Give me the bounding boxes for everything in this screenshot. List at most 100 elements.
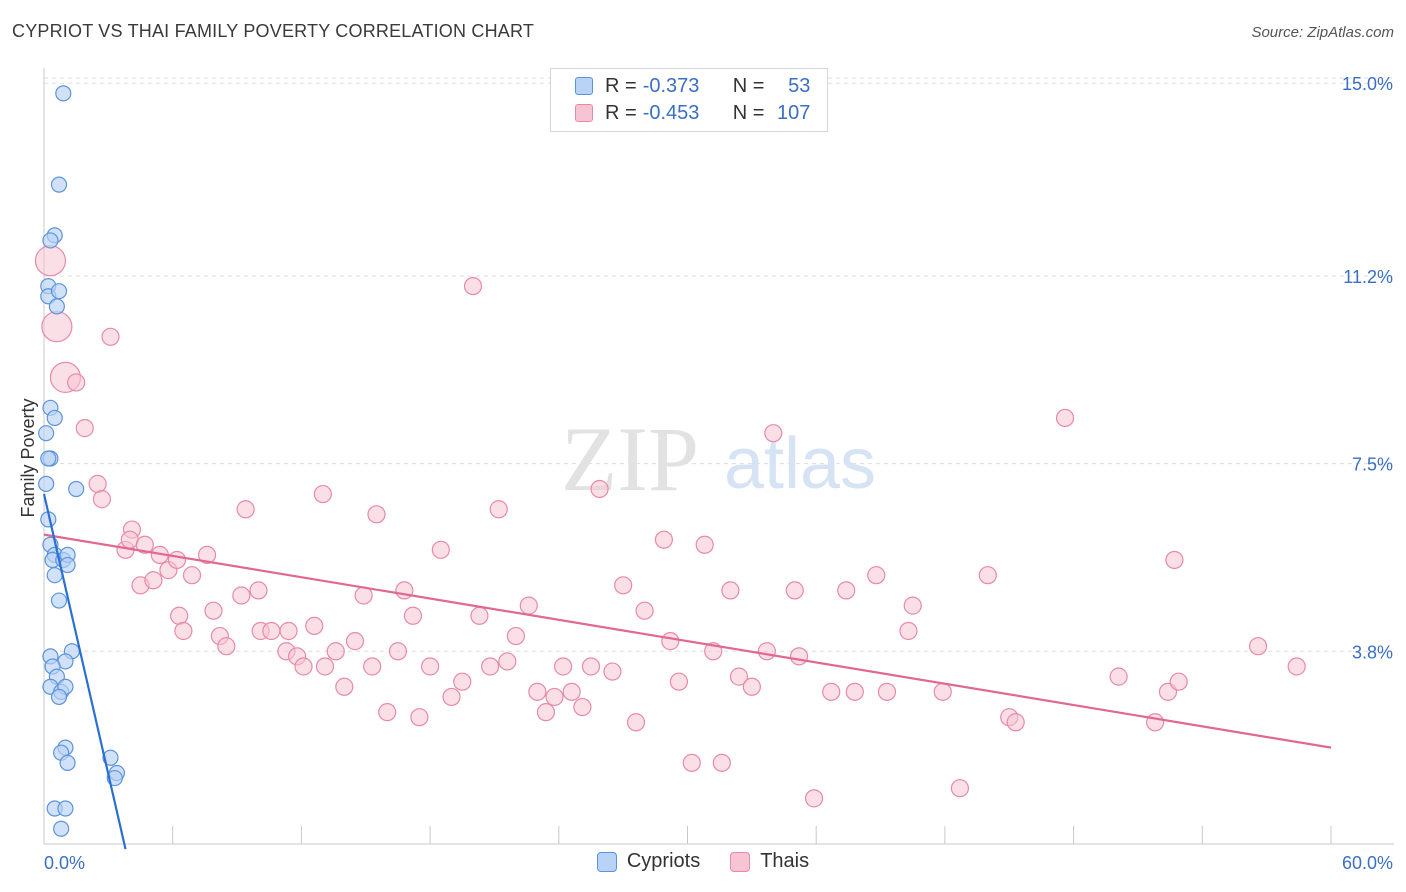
source-label: Source: ZipAtlas.com <box>1251 24 1394 41</box>
thai-point <box>545 687 564 707</box>
thai-point <box>614 576 633 595</box>
thai-point <box>313 484 332 504</box>
thai-point <box>804 789 824 808</box>
thai-point <box>1109 667 1128 686</box>
thai-point <box>421 657 440 676</box>
thai-point <box>553 657 573 676</box>
correlation-legend: R = -0.373 N = 53 R = -0.453 N = 107 <box>550 68 828 132</box>
series-legend: Cypriots Thais <box>0 850 1406 873</box>
thai-point <box>877 682 897 701</box>
gridlines <box>44 77 1394 652</box>
thai-point <box>528 682 547 701</box>
y-tick-label: 3.8% <box>1352 642 1393 662</box>
cypriot-point <box>38 475 55 492</box>
thai-point <box>388 642 408 661</box>
thais-swatch <box>575 104 593 122</box>
thai-point <box>1055 408 1075 428</box>
thai-point <box>590 479 609 499</box>
thai-point <box>1146 713 1165 732</box>
y-tick-label: 11.2% <box>1343 267 1393 287</box>
thai-point <box>236 500 255 519</box>
thai-point <box>903 596 922 615</box>
cypriot-point <box>55 85 72 102</box>
cypriot-point <box>57 800 74 817</box>
thai-point <box>167 550 187 570</box>
thai-point <box>1169 672 1188 691</box>
thai-point <box>742 677 761 696</box>
thai-point <box>262 621 281 641</box>
thai-point <box>326 642 345 661</box>
thai-point <box>562 682 581 701</box>
y-tick-label: 15.0% <box>1342 74 1393 94</box>
thai-point <box>453 672 472 691</box>
legend-item-thais[interactable]: Thais <box>730 850 809 873</box>
thai-point <box>1006 713 1025 732</box>
thai-point <box>279 621 298 641</box>
thai-point <box>75 419 94 438</box>
n-label: N = <box>732 101 765 124</box>
thai-point <box>573 697 592 717</box>
thai-point <box>144 571 163 590</box>
cypriot-point <box>59 754 76 771</box>
thai-point <box>867 566 886 585</box>
thai-point <box>217 637 236 656</box>
thai-point <box>729 667 749 686</box>
thai-point <box>345 632 365 651</box>
cypriot-point <box>53 820 70 837</box>
cypriots-trend-line <box>42 493 127 850</box>
thai-point <box>315 657 335 676</box>
thai-point <box>481 657 500 676</box>
cypriot-point <box>48 298 65 315</box>
legend-item-cypriots[interactable]: Cypriots <box>596 850 701 873</box>
thai-point <box>933 682 952 701</box>
thai-point <box>785 581 804 600</box>
thai-point <box>367 505 386 524</box>
thai-point <box>536 703 556 722</box>
thai-point <box>899 621 918 641</box>
legend-label-thais: Thais <box>760 850 810 872</box>
thai-point <box>88 474 107 493</box>
thai-point <box>170 606 189 625</box>
thai-point <box>232 586 251 605</box>
n-value: 53 <box>788 74 811 97</box>
y-axis-title: Family Poverty <box>18 398 38 517</box>
thai-point <box>403 606 423 625</box>
thai-point <box>335 677 354 696</box>
cypriot-point <box>38 425 55 442</box>
y-tick-label: 7.5% <box>1352 455 1393 475</box>
thai-point <box>204 601 223 620</box>
thai-point <box>581 657 601 676</box>
cypriot-point <box>102 749 119 766</box>
thai-point <box>822 682 841 701</box>
thai-point <box>378 703 397 722</box>
thai-point <box>764 424 783 443</box>
thais-legend-swatch <box>730 851 751 872</box>
thai-point <box>635 601 654 620</box>
watermark-zip: ZIP <box>561 408 699 510</box>
thai-point <box>654 530 674 549</box>
thai-point <box>950 779 970 798</box>
thai-point <box>489 500 508 519</box>
thai-point <box>305 616 324 636</box>
watermark: ZIP atlas <box>561 408 876 510</box>
thai-point <box>182 566 202 585</box>
thai-point <box>135 535 154 554</box>
cypriot-point <box>46 409 63 427</box>
thai-point <box>789 647 809 666</box>
thai-point <box>498 652 517 671</box>
thai-point <box>661 632 680 651</box>
thai-point <box>410 708 429 727</box>
legend-label-cypriots: Cypriots <box>626 850 701 872</box>
thai-point <box>442 687 461 707</box>
thai-point <box>695 535 714 554</box>
thai-point <box>669 672 689 691</box>
thai-point <box>67 373 86 392</box>
tick-labels: 3.8% 7.5% 11.2% 15.0% 0.0% 60.0% <box>44 74 1393 873</box>
thai-point <box>470 606 489 625</box>
thai-point <box>1165 550 1184 570</box>
thai-point <box>41 311 73 343</box>
cypriot-point <box>50 592 68 609</box>
thai-point <box>101 327 120 346</box>
thais-points <box>34 245 1306 808</box>
